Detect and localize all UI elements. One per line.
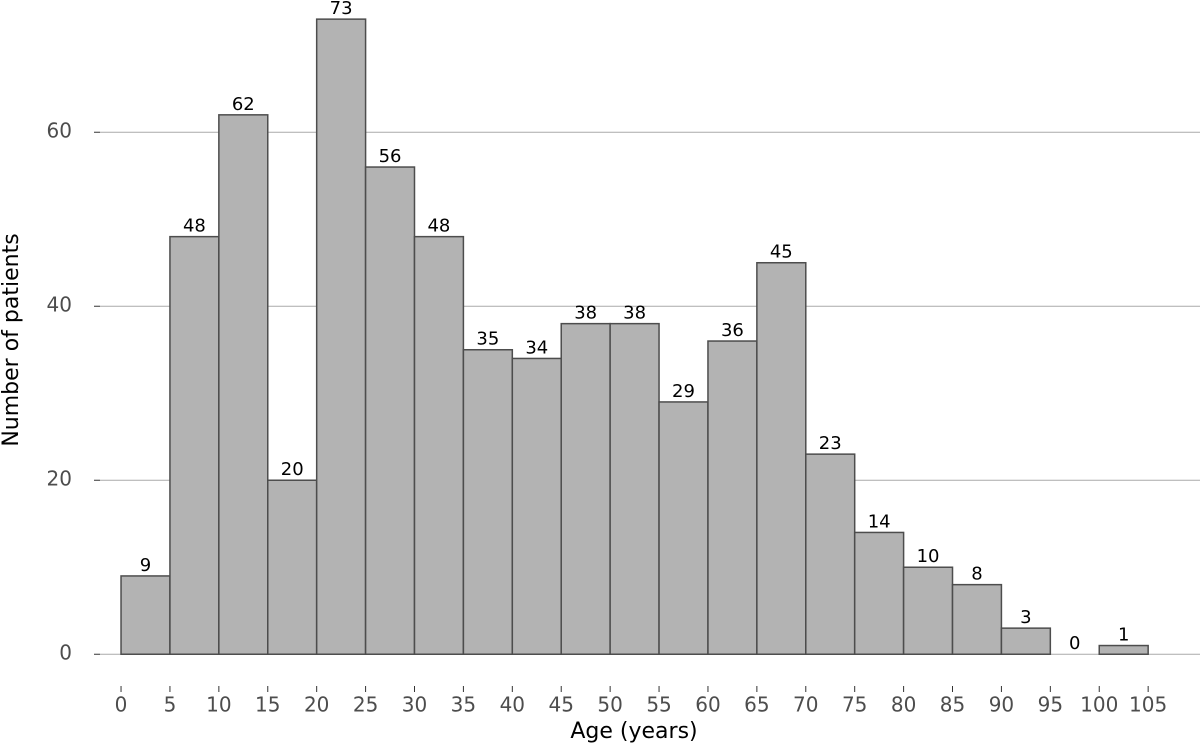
value-label: 34	[525, 337, 548, 358]
x-tick-label: 70	[793, 693, 818, 717]
value-label: 3	[1020, 607, 1031, 628]
value-label: 48	[427, 216, 450, 237]
bar	[756, 261, 807, 655]
value-label: 38	[574, 303, 597, 324]
bar	[560, 322, 611, 655]
bar	[218, 114, 269, 655]
x-tick-label: 30	[402, 693, 427, 717]
y-tick-label: 0	[59, 641, 72, 665]
bar	[1000, 627, 1052, 655]
bar	[805, 453, 856, 655]
x-tick-label: 100	[1080, 693, 1118, 717]
x-tick-label: 0	[115, 693, 128, 717]
x-tick-label: 75	[842, 693, 867, 717]
x-tick-label: 5	[164, 693, 177, 717]
bar	[511, 357, 562, 655]
value-label: 8	[971, 564, 982, 585]
y-tick-label: 40	[47, 293, 72, 317]
value-label: 0	[1069, 633, 1080, 654]
x-tick-label: 105	[1129, 693, 1167, 717]
bar	[902, 566, 954, 655]
y-axis-label: Number of patients	[0, 233, 24, 446]
value-label: 9	[140, 555, 151, 576]
x-tick-label: 90	[989, 693, 1014, 717]
value-label: 36	[721, 320, 744, 341]
value-label: 35	[476, 329, 499, 350]
x-axis-label: Age (years)	[570, 719, 697, 744]
bar	[315, 18, 367, 655]
x-tick-label: 60	[695, 693, 720, 717]
x-tick-label: 50	[597, 693, 622, 717]
value-label: 73	[330, 0, 353, 19]
bar	[951, 583, 1003, 655]
x-tick-label: 65	[744, 693, 769, 717]
y-tick-label: 60	[47, 119, 72, 143]
x-tick-label: 10	[206, 693, 231, 717]
bar	[707, 340, 758, 655]
bar	[853, 531, 905, 655]
value-label: 10	[917, 546, 940, 567]
x-tick-label: 25	[353, 693, 378, 717]
value-label: 62	[232, 94, 255, 115]
x-tick-label: 95	[1038, 693, 1063, 717]
x-tick-label: 80	[891, 693, 916, 717]
x-tick-label: 35	[451, 693, 476, 717]
x-tick-label: 40	[500, 693, 525, 717]
value-label: 29	[672, 381, 695, 402]
x-tick-label: 55	[646, 693, 671, 717]
bar	[169, 235, 220, 655]
x-tick-label: 20	[304, 693, 329, 717]
bar	[1098, 644, 1149, 655]
y-tick-label: 20	[47, 467, 72, 491]
bar	[609, 322, 660, 655]
value-label: 20	[281, 459, 304, 480]
value-label: 14	[868, 511, 891, 532]
value-label: 56	[379, 146, 402, 167]
value-label: 48	[183, 216, 206, 237]
bar	[462, 348, 514, 655]
bar	[120, 575, 171, 655]
value-label: 23	[819, 433, 842, 454]
x-tick-label: 85	[940, 693, 965, 717]
x-tick-label: 15	[255, 693, 280, 717]
value-label: 38	[623, 303, 646, 324]
value-label: 45	[770, 242, 793, 263]
bar	[364, 166, 416, 655]
x-tick-label: 45	[549, 693, 574, 717]
bar	[267, 479, 318, 655]
value-label: 1	[1118, 625, 1129, 646]
bar	[658, 401, 709, 655]
bar	[413, 235, 465, 655]
